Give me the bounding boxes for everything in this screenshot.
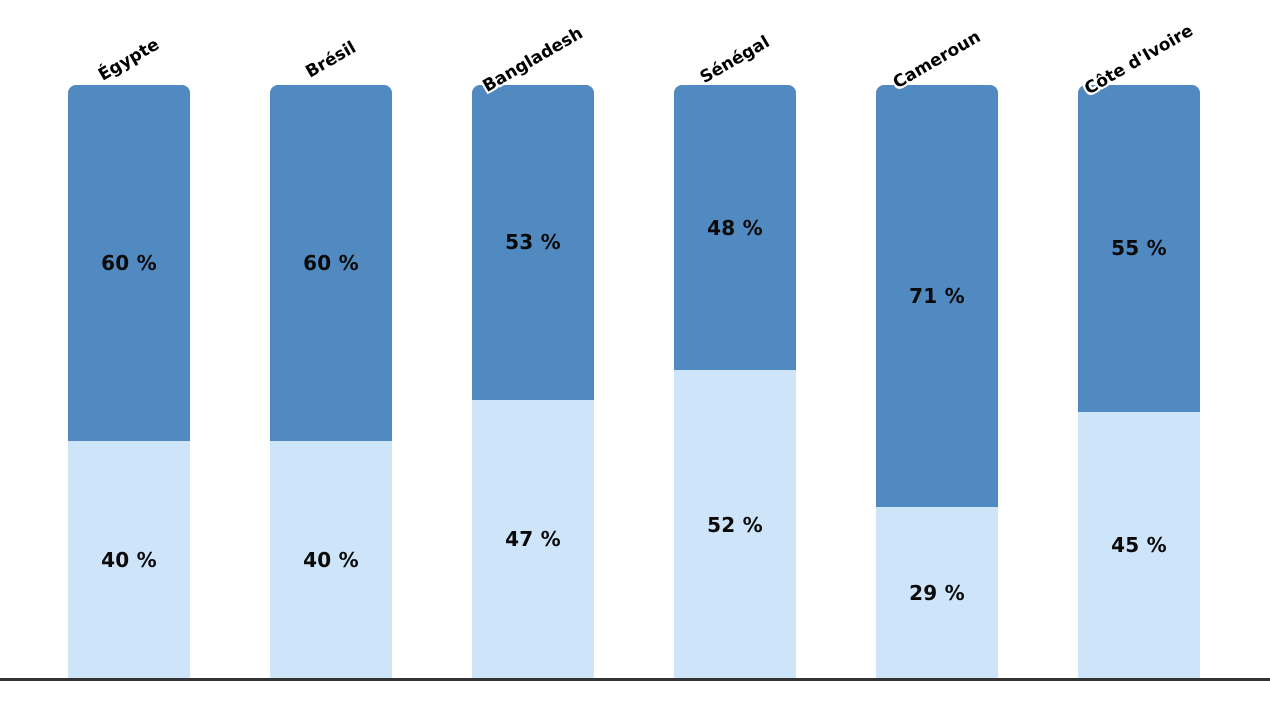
bar-segment-bottom: 52 % — [674, 370, 796, 679]
bar-segment-top: 60 % — [270, 85, 392, 442]
bar-segment-top: 48 % — [674, 85, 796, 371]
bar-segment-bottom: 45 % — [1078, 411, 1200, 679]
bar-segment-top: 55 % — [1078, 85, 1200, 412]
segment-value-label: 60 % — [303, 251, 359, 276]
segment-value-label: 45 % — [1111, 533, 1167, 558]
segment-value-label: 55 % — [1111, 236, 1167, 261]
segment-value-label: 71 % — [909, 283, 965, 308]
segment-value-label: 40 % — [101, 548, 157, 573]
bar-segment-top: 71 % — [876, 85, 998, 507]
bar-column-5: 55 % 45 % — [1078, 85, 1200, 679]
bar-segment-bottom: 47 % — [472, 399, 594, 679]
segment-value-label: 29 % — [909, 580, 965, 605]
category-label: Brésil — [302, 37, 360, 83]
segment-value-label: 48 % — [707, 215, 763, 240]
bar-column-4: 71 % 29 % — [876, 85, 998, 679]
bar-segment-bottom: 40 % — [68, 441, 190, 679]
bar-column-2: 53 % 47 % — [472, 85, 594, 679]
bar-segment-bottom: 29 % — [876, 506, 998, 679]
bar-column-3: 48 % 52 % — [674, 85, 796, 679]
segment-value-label: 40 % — [303, 548, 359, 573]
segment-value-label: 52 % — [707, 512, 763, 537]
segment-value-label: 60 % — [101, 251, 157, 276]
bar-column-0: 60 % 40 % — [68, 85, 190, 679]
category-label: Égypte — [95, 34, 163, 86]
segment-value-label: 47 % — [505, 527, 561, 552]
x-axis-line — [0, 678, 1270, 681]
category-label: Sénégal — [696, 32, 774, 88]
segment-value-label: 53 % — [505, 230, 561, 255]
bar-segment-bottom: 40 % — [270, 441, 392, 679]
bar-column-1: 60 % 40 % — [270, 85, 392, 679]
bar-segment-top: 53 % — [472, 85, 594, 400]
category-label: Cameroun — [889, 26, 985, 94]
bar-segment-top: 60 % — [68, 85, 190, 442]
